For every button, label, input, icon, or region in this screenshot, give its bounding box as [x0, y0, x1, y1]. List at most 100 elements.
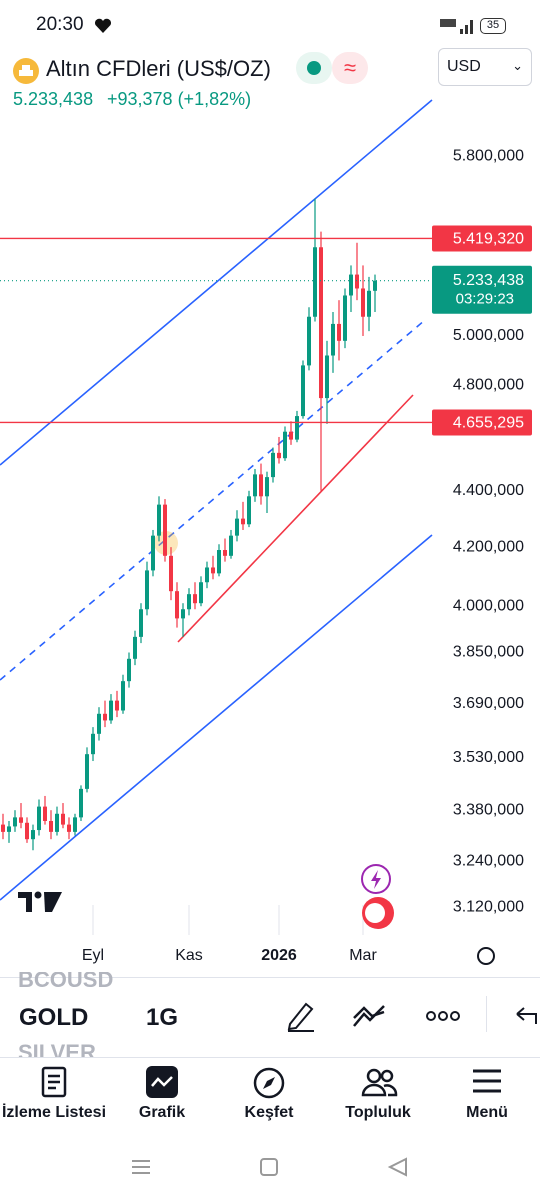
- draw-tool[interactable]: [284, 998, 318, 1032]
- candle-body: [13, 817, 17, 827]
- candle-body: [151, 535, 155, 571]
- y-tick-label: 5.000,000: [453, 327, 524, 344]
- candle-body: [373, 280, 377, 291]
- price-label-box: [432, 409, 532, 436]
- candle-body: [163, 504, 167, 556]
- candle-body: [199, 582, 203, 604]
- home-button[interactable]: [260, 1158, 278, 1176]
- candle-body: [241, 518, 245, 525]
- support-line: [177, 394, 414, 643]
- header-price: 5.233,438: [13, 89, 94, 109]
- candle-body: [235, 518, 239, 536]
- system-nav: [132, 1157, 407, 1177]
- candle-body: [115, 700, 119, 711]
- price-label-box: [432, 225, 532, 252]
- indicator-tool[interactable]: [352, 1002, 388, 1030]
- candle-body: [25, 822, 29, 840]
- candle-body: [283, 431, 287, 459]
- header-change: +93,378 (+1,82%): [107, 89, 252, 109]
- flash-glyph: [371, 870, 381, 889]
- candle-body: [367, 290, 371, 317]
- y-tick-label: 3.120,000: [453, 898, 524, 915]
- candle-body: [295, 416, 299, 440]
- chart-icon: [146, 1066, 178, 1098]
- candle-body: [127, 658, 131, 682]
- price-label: 4.655,295: [453, 415, 524, 432]
- y-tick-label: 4.800,000: [453, 377, 524, 394]
- candle-body: [277, 452, 281, 459]
- price-chart[interactable]: 5.419,320 4.655,295 5.233,438 03:29:23 5.80…: [0, 0, 540, 980]
- candle-body: [259, 474, 263, 497]
- candle-body: [187, 594, 191, 610]
- candle-body: [307, 316, 311, 366]
- candle-body: [67, 824, 71, 832]
- gold-icon: [13, 58, 39, 84]
- y-tick-label: 3.530,000: [453, 749, 524, 766]
- candle-body: [175, 591, 179, 619]
- symbol-title[interactable]: Altın CFDleri (US$/OZ): [46, 56, 271, 81]
- candle-body: [217, 550, 221, 574]
- status-time: 20:30: [36, 14, 84, 35]
- candle-body: [109, 700, 113, 721]
- symbol-current[interactable]: GOLD: [19, 1004, 89, 1031]
- nav-chart[interactable]: Grafik: [138, 1104, 186, 1121]
- price-label: 5.419,320: [453, 231, 524, 248]
- candle-body: [169, 555, 173, 592]
- candle-body: [19, 817, 23, 823]
- candle-body: [229, 535, 233, 556]
- back-button[interactable]: [387, 1157, 407, 1177]
- svg-text:≈: ≈: [344, 55, 356, 80]
- status-badges: ≈: [296, 52, 368, 84]
- recent-button[interactable]: [132, 1160, 150, 1174]
- x-tick-label: Mar: [349, 947, 377, 964]
- candle-body: [79, 788, 83, 818]
- candle-body: [193, 594, 197, 604]
- more-tool[interactable]: [426, 1008, 460, 1024]
- candle-body: [331, 323, 335, 356]
- y-tick-label: 5.800,000: [453, 147, 524, 164]
- candle-body: [247, 496, 251, 525]
- divider: [486, 996, 487, 1032]
- y-tick-label: 4.000,000: [453, 597, 524, 614]
- undo[interactable]: [514, 1006, 540, 1026]
- menu-icon: [473, 1069, 501, 1093]
- candle-body: [361, 288, 365, 317]
- y-tick-label: 3.380,000: [453, 801, 524, 818]
- symbol-text: SILVER: [18, 1040, 96, 1058]
- nav-watchlist[interactable]: İzleme Listesi: [1, 1104, 107, 1121]
- tv-logo: [18, 891, 62, 912]
- drawings: [0, 99, 433, 901]
- y-tick-label: 4.400,000: [453, 482, 524, 499]
- y-tick-label: 3.240,000: [453, 853, 524, 870]
- candle-body: [343, 295, 347, 341]
- nav-menu[interactable]: Menü: [466, 1104, 508, 1121]
- channel-upper: [0, 99, 433, 466]
- nav-explore[interactable]: Keşfet: [244, 1104, 294, 1121]
- candle-body: [211, 567, 215, 574]
- candle-body: [205, 567, 209, 583]
- candle-body: [49, 820, 53, 832]
- x-tick-label: 2026: [261, 947, 297, 964]
- price-lines: 5.419,320 4.655,295 5.233,438 03:29:23: [0, 225, 532, 436]
- candle-body: [1, 824, 5, 832]
- explore-icon: [253, 1067, 285, 1099]
- candle-body: [289, 431, 293, 440]
- candle-body: [121, 681, 125, 711]
- symbol-prev[interactable]: BCOUSD: [18, 972, 113, 990]
- interval[interactable]: 1G: [146, 1004, 179, 1031]
- symbol-next[interactable]: SILVER: [18, 1040, 96, 1058]
- settings-icon[interactable]: [477, 947, 495, 965]
- nav-community[interactable]: Topluluk: [345, 1104, 411, 1121]
- candle-body: [37, 806, 41, 831]
- candle-body: [31, 830, 35, 840]
- candle-body: [319, 247, 323, 399]
- currency-select[interactable]: USD ⌄: [438, 48, 532, 86]
- candle-body: [73, 817, 77, 832]
- symbol-text: BCOUSD: [18, 972, 114, 990]
- countdown-label: 03:29:23: [456, 291, 514, 308]
- x-tick-label: Eyl: [82, 947, 104, 964]
- axes: 5.800,000 5.000,000 4.800,000 4.400,000 4.20…: [82, 147, 524, 964]
- last-price-label: 5.233,438: [453, 272, 524, 289]
- candle-body: [355, 274, 359, 289]
